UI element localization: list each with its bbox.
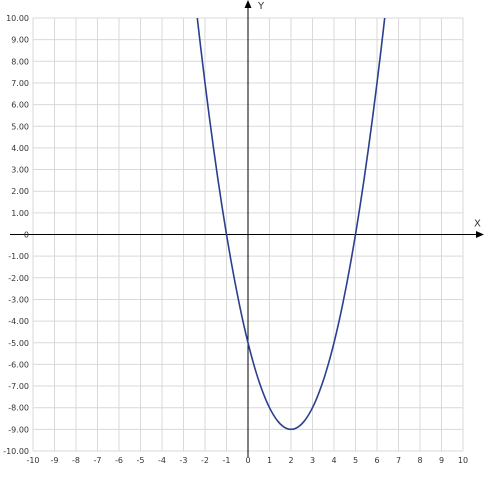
x-tick-label: -8: [72, 456, 80, 465]
y-tick-label: 8.00: [11, 57, 29, 66]
y-tick-label: 3.00: [11, 166, 29, 175]
x-tick-label: -6: [115, 456, 123, 465]
y-axis-arrow-icon: [244, 0, 252, 8]
y-tick-label: 2.00: [11, 187, 29, 196]
y-tick-label: -9.00: [8, 425, 29, 434]
x-tick-label: -2: [201, 456, 209, 465]
tick-labels: -10 -9 -8 -7 -6 -5 -4 -3 -2 -1 0 1 2 3 4 5 6 7 8 9 1010.009.…: [3, 14, 468, 465]
y-tick-label: -1.00: [8, 252, 29, 261]
y-tick-label: -4.00: [8, 317, 29, 326]
y-tick-label: -8.00: [8, 404, 29, 413]
y-tick-label: 5.00: [11, 122, 29, 131]
y-tick-label: -10.00: [3, 447, 29, 456]
y-tick-label: -7.00: [8, 382, 29, 391]
y-tick-label: -5.00: [8, 339, 29, 348]
x-tick-label: 7: [396, 456, 401, 465]
x-axis-label: X: [474, 219, 481, 230]
x-axis-arrow-icon: [476, 231, 484, 238]
series-line-0: [196, 18, 386, 431]
x-tick-label: 6: [374, 456, 379, 465]
y-tick-label: -6.00: [8, 360, 29, 369]
y-tick-label: -3.00: [8, 295, 29, 304]
x-tick-label: -1: [223, 456, 231, 465]
x-tick-label: 0: [245, 456, 250, 465]
x-tick-label: -10: [26, 456, 39, 465]
y-axis-label: Y: [257, 1, 265, 12]
x-tick-label: 9: [439, 456, 444, 465]
x-tick-label: 8: [417, 456, 422, 465]
series: [196, 18, 386, 431]
axes: X Y: [10, 0, 484, 457]
y-tick-label: 7.00: [11, 79, 29, 88]
y-tick-label: 4.00: [11, 144, 29, 153]
x-tick-label: 4: [331, 456, 336, 465]
x-tick-label: 3: [310, 456, 315, 465]
x-tick-label: 5: [353, 456, 358, 465]
x-tick-label: 10: [458, 456, 468, 465]
y-tick-label: 6.00: [11, 101, 29, 110]
x-tick-label: -3: [180, 456, 188, 465]
x-tick-label: 2: [288, 456, 293, 465]
y-tick-label: 9.00: [11, 36, 29, 45]
x-tick-label: -4: [158, 456, 166, 465]
x-tick-label: 1: [267, 456, 272, 465]
x-tick-label: -7: [94, 456, 102, 465]
y-tick-label: -2.00: [8, 274, 29, 283]
y-tick-label: 10.00: [6, 14, 29, 23]
y-tick-label: 1.00: [11, 209, 29, 218]
x-tick-label: -9: [51, 456, 59, 465]
x-tick-label: -5: [137, 456, 145, 465]
y-tick-label: 0: [24, 231, 29, 240]
